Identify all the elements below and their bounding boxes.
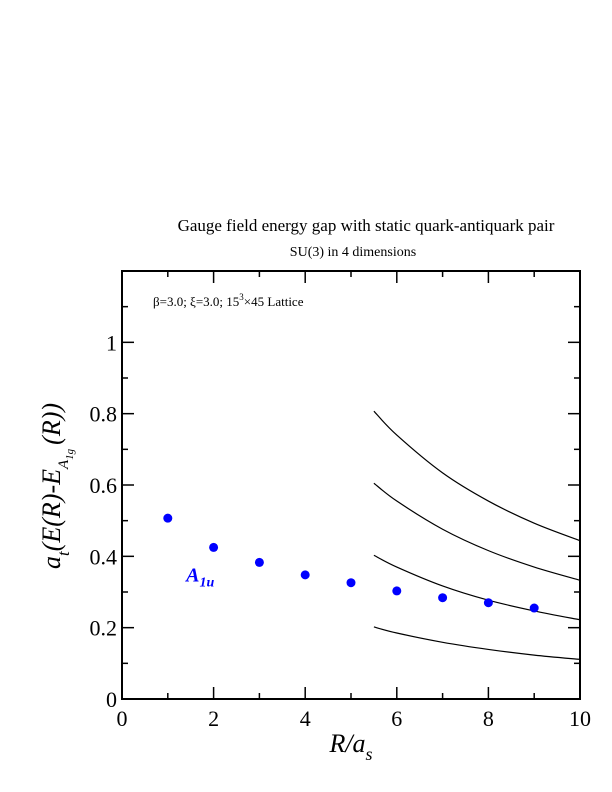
y-axis-label-open: (E(R)-E (37, 469, 66, 551)
model-curve-4 (373, 626, 581, 661)
y-axis-label-A: A (56, 459, 72, 470)
x-tick-label: 0 (117, 706, 128, 731)
lattice-annotation-sup: 3 (239, 292, 244, 302)
x-axis-label-main: R/a (328, 729, 365, 758)
plot-frame (121, 270, 581, 700)
data-point (163, 513, 173, 523)
y-tick-label: 0 (106, 687, 117, 712)
y-tick-label: 0.6 (90, 473, 118, 498)
chart-title: Gauge field energy gap with static quark… (178, 216, 555, 235)
x-tick-label: 8 (483, 706, 494, 731)
x-tick-label: 4 (300, 706, 311, 731)
series-label-main: A (184, 564, 199, 586)
y-axis-label-a: a (37, 556, 66, 569)
data-point (254, 557, 264, 567)
chart-subtitle: SU(3) in 4 dimensions (290, 245, 416, 260)
model-curve-1 (373, 410, 581, 542)
axis-ticks: 0 2 4 6 8 10 0 0.2 0.4 0.6 0.8 1 (90, 270, 591, 731)
x-tick-label: 6 (391, 706, 402, 731)
data-point (300, 570, 310, 580)
data-points (163, 513, 539, 613)
x-axis-label-sub: s (366, 744, 373, 764)
data-point (209, 542, 219, 552)
data-point (438, 593, 448, 603)
model-curve-3 (373, 554, 581, 621)
x-tick-label: 10 (569, 706, 591, 731)
y-axis-label: at(E(R)-EA1g (R)) (37, 403, 76, 569)
lattice-annotation: β=3.0; ξ=3.0; 153×45 Lattice (153, 292, 304, 309)
series-label-a1u: A1u (184, 564, 214, 590)
y-tick-label: 0.2 (90, 616, 118, 641)
series-label-sub: 1u (199, 575, 214, 590)
y-axis-label-t: t (54, 550, 73, 556)
y-tick-label: 0.4 (90, 544, 118, 569)
lattice-annotation-pre: β=3.0; ξ=3.0; 15 (153, 294, 239, 309)
data-point (346, 578, 356, 588)
x-tick-label: 2 (208, 706, 219, 731)
data-point (529, 603, 539, 613)
x-axis-label: R/as (328, 729, 372, 764)
y-tick-label: 0.8 (90, 402, 118, 427)
model-curves (373, 410, 581, 661)
y-axis-label-close: (R)) (37, 403, 66, 445)
y-axis-label-sub: 1g (64, 448, 76, 460)
y-tick-label: 1 (106, 330, 117, 355)
lattice-annotation-post: ×45 Lattice (244, 294, 304, 309)
data-point (483, 598, 493, 608)
model-curve-2 (373, 482, 581, 581)
data-point (392, 586, 402, 596)
